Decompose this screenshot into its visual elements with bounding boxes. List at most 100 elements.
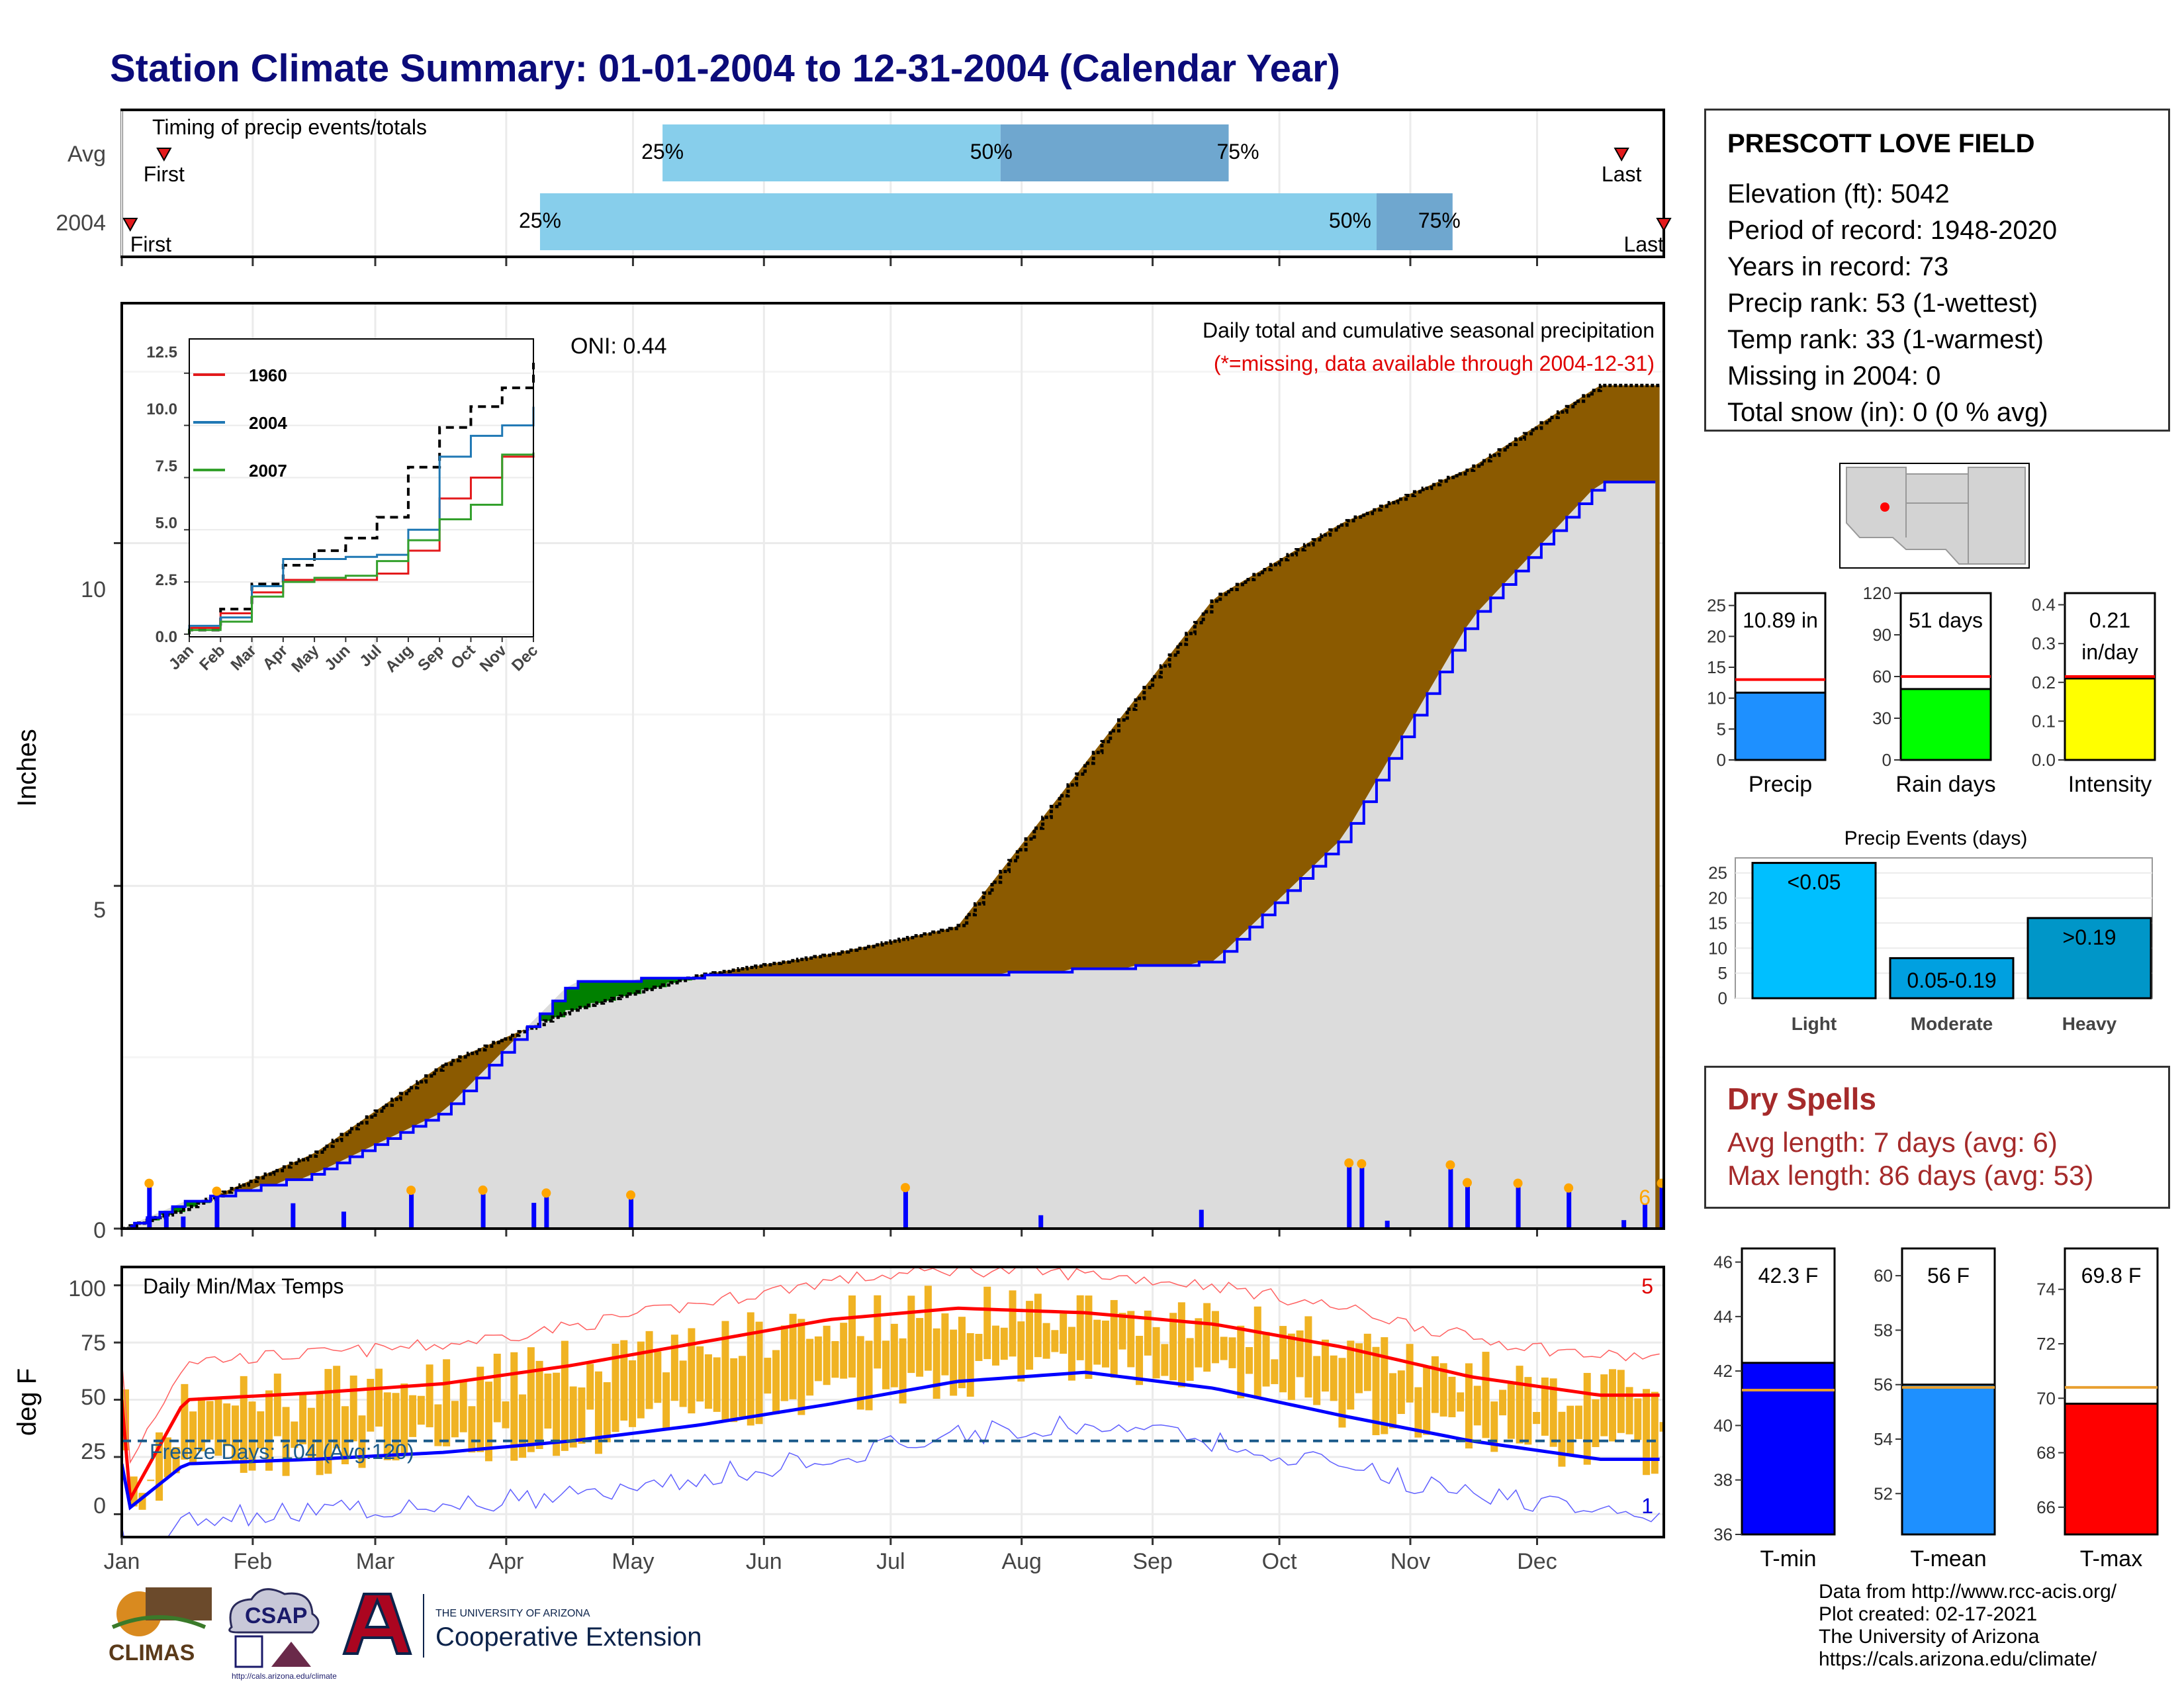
daily-temp-bar — [1355, 1343, 1363, 1393]
daily-temp-bar — [1600, 1374, 1608, 1436]
daily-precip-bars — [130, 1158, 1664, 1229]
daily-temp-bar — [1144, 1310, 1152, 1356]
summary-bar-tick-label: 90 — [1872, 625, 1891, 645]
summary-bar-tick-label: 0 — [1717, 750, 1726, 770]
daily-temp-bar — [772, 1350, 780, 1415]
daily-temp-bar — [1533, 1412, 1541, 1425]
temp-ytick: 25 — [81, 1439, 106, 1464]
daily-temp-bar — [933, 1328, 940, 1399]
summary-bar-tick-label: 54 — [1874, 1429, 1893, 1449]
daily-extreme-marker — [900, 1183, 910, 1193]
summary-bar-tick-label: 36 — [1713, 1524, 1733, 1544]
temp-y-ticks: 0 25 50 75 100 — [68, 1276, 106, 1519]
daily-extreme-marker — [1657, 1178, 1664, 1188]
daily-temp-bar — [1558, 1411, 1566, 1467]
temp-xtick-label: Oct — [1262, 1549, 1297, 1574]
temp-xtick-label: Jun — [746, 1549, 782, 1574]
temp-panel-label: Daily Min/Max Temps — [143, 1274, 343, 1298]
daily-precip-bar — [163, 1213, 169, 1229]
daily-temp-bar — [299, 1394, 307, 1444]
daily-temp-bar — [181, 1383, 189, 1460]
footer-url: https://cals.arizona.edu/climate/ — [1819, 1648, 2097, 1670]
timing-row-2004-label: 2004 — [56, 211, 106, 236]
daily-precip-bar — [531, 1203, 537, 1229]
daily-temp-bar — [392, 1393, 400, 1461]
daily-temp-bar — [983, 1286, 991, 1360]
daily-precip-bar — [147, 1187, 152, 1229]
daily-temp-bar — [248, 1401, 256, 1471]
station-precip-rank: Precip rank: 53 (1-wettest) — [1727, 289, 2038, 318]
daily-temp-bar — [713, 1357, 721, 1412]
daily-temp-bar — [831, 1340, 839, 1378]
summary-bar-group: 66 68 70 72 74 69.8 F T-max — [2036, 1247, 2159, 1571]
daily-temp-bar — [1609, 1369, 1617, 1442]
temp-x-ticks: Jan Feb Mar Apr May Jun Jul Aug Sep Oct Nov Dec — [104, 1537, 1557, 1574]
oni-label: ONI: 0.44 — [570, 334, 667, 359]
summary-bar-tick-label: 72 — [2036, 1334, 2056, 1354]
daily-temp-bar — [257, 1411, 265, 1449]
station-info-box: PRESCOTT LOVE FIELD Elevation (ft): 5042… — [1704, 109, 2170, 432]
summary-bar-value-label: 42.3 F — [1758, 1264, 1819, 1288]
inset-ytick: 5.0 — [156, 514, 177, 532]
daily-temp-bar — [1625, 1387, 1633, 1434]
daily-temp-bar — [1651, 1391, 1659, 1474]
daily-temp-bar — [755, 1321, 763, 1425]
legend-label-2004: 2004 — [249, 413, 287, 433]
csap-url: http://cals.arizona.edu/climate — [232, 1671, 337, 1681]
inset-ytick: 0.0 — [156, 628, 177, 646]
daily-temp-bar — [383, 1392, 391, 1460]
daily-precip-bar — [1448, 1168, 1453, 1229]
daily-temp-bar — [823, 1325, 831, 1385]
temp-xtick-label: Jan — [104, 1549, 140, 1574]
climas-text: CLIMAS — [109, 1640, 195, 1665]
inset-lines — [188, 363, 535, 634]
events-tick-label: 5 — [1718, 963, 1727, 983]
daily-temp-bar — [764, 1358, 772, 1394]
daily-temp-bar — [1439, 1363, 1447, 1417]
daily-temp-bar — [1068, 1327, 1075, 1381]
daily-temp-bar — [1313, 1356, 1321, 1405]
daily-precip-bar — [903, 1192, 908, 1229]
events-chart: Precip Events (days) 0 5 10 15 20 25 <0.05 Light… — [1708, 827, 2153, 1034]
summary-bar-tick-label: 60 — [1872, 667, 1891, 686]
summary-bar-group: 36 38 40 42 44 46 42.3 F T-min — [1713, 1247, 1836, 1571]
events-bar-moderate — [1889, 957, 2015, 1000]
daily-extreme-marker — [1445, 1160, 1455, 1170]
year-cumulative-area — [122, 482, 1656, 1229]
summary-bar-tick-label: 38 — [1713, 1470, 1733, 1490]
events-bar-heavy — [2026, 917, 2152, 1000]
daily-temp-bar — [1338, 1358, 1346, 1428]
daily-precip-bar — [1516, 1187, 1521, 1229]
daily-precip-bar — [1567, 1192, 1572, 1229]
summary-bar-value-label: 0.21 — [2089, 608, 2130, 632]
daily-temp-bar — [138, 1493, 146, 1510]
climas-landscape-icon — [146, 1587, 212, 1620]
daily-temp-bar — [189, 1411, 197, 1464]
inset-legend: 1960 2004 2007 — [193, 365, 287, 481]
inset-series-2007 — [188, 452, 535, 634]
daily-temp-bar — [721, 1321, 729, 1423]
daily-precip-bar — [1199, 1209, 1204, 1229]
daily-temp-bar — [1009, 1290, 1017, 1357]
events-bar-label: <0.05 — [1788, 870, 1841, 894]
timing-bars: 25% 50% 75% First Last 25% 50% 75% First Last — [122, 124, 1672, 256]
daily-precip-bar — [291, 1203, 296, 1229]
inset-ytick: 10.0 — [146, 400, 177, 418]
timing-first-marker — [122, 218, 138, 232]
daily-precip-bar — [1347, 1166, 1352, 1229]
temp-ytick: 75 — [81, 1331, 106, 1356]
daily-temp-bar — [197, 1397, 205, 1452]
daily-temp-bar — [1177, 1302, 1185, 1387]
daily-temp-bar — [324, 1369, 332, 1474]
footer-university: The University of Arizona — [1819, 1626, 2040, 1648]
daily-temp-bar — [1051, 1330, 1059, 1352]
daily-temp-bar — [679, 1360, 687, 1407]
summary-bar-tick-label: 60 — [1874, 1266, 1893, 1286]
daily-temp-bar — [907, 1295, 915, 1374]
daily-temp-bar — [1026, 1301, 1034, 1370]
daily-temp-bar — [916, 1318, 924, 1377]
daily-temp-bar — [620, 1340, 628, 1421]
daily-temp-bar — [409, 1395, 417, 1437]
daily-temp-bar — [1246, 1346, 1253, 1374]
summary-bar-value-label: 56 F — [1927, 1264, 1970, 1288]
